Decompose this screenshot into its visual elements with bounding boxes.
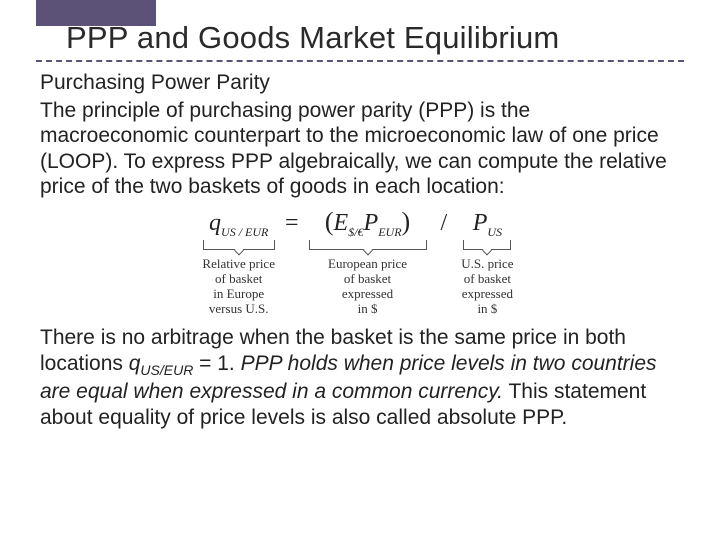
eq-lhs-group: qUS / EUR Relative price of basket in Eu… [202, 209, 275, 317]
para2-part-b: = 1. [193, 352, 240, 375]
eq-mid-E-var: E [334, 210, 349, 236]
eq-rhs-var: P [473, 210, 488, 236]
eq-mid-P-sub: EUR [378, 225, 401, 239]
equation-block: qUS / EUR Relative price of basket in Eu… [148, 206, 568, 317]
brace-icon [463, 240, 511, 250]
equation-row: qUS / EUR Relative price of basket in Eu… [148, 206, 568, 317]
eq-rhs-group: PUS U.S. price of basket expressed in $ [461, 209, 513, 317]
eq-mid-group: ( E$/€ PEUR ) European price of basket e… [309, 206, 427, 317]
eq-equals: = [285, 209, 299, 238]
eq-label-mid: European price of basket expressed in $ [328, 257, 407, 317]
para2-q-sub: US/EUR [140, 362, 193, 378]
eq-mid-P-var: P [364, 210, 379, 236]
eq-lhs: qUS / EUR [209, 209, 268, 238]
eq-rhs-sub: US [487, 225, 502, 239]
eq-label-right: U.S. price of basket expressed in $ [461, 257, 513, 317]
eq-mid-E-sub: $/€ [348, 225, 363, 239]
eq-mid-E: E$/€ [334, 209, 364, 238]
subheading: Purchasing Power Parity [40, 70, 676, 96]
eq-mid-P: PEUR [364, 209, 402, 238]
paren-open: ( [325, 206, 334, 238]
paragraph-2: There is no arbitrage when the basket is… [40, 325, 676, 430]
eq-lhs-sub: US / EUR [221, 225, 268, 239]
eq-lhs-var: q [209, 210, 221, 236]
eq-label-left: Relative price of basket in Europe versu… [202, 257, 275, 317]
title-underline [36, 60, 684, 62]
eq-mid-paren: ( E$/€ PEUR ) [325, 206, 410, 238]
paren-close: ) [402, 206, 411, 238]
slide-title: PPP and Goods Market Equilibrium [66, 20, 559, 56]
paragraph-1: The principle of purchasing power parity… [40, 98, 676, 200]
brace-icon [203, 240, 275, 250]
para2-q: q [129, 352, 141, 375]
content-area: Purchasing Power Parity The principle of… [40, 70, 676, 436]
brace-icon [309, 240, 427, 250]
eq-rhs: PUS [473, 209, 502, 238]
eq-slash: / [437, 209, 452, 238]
